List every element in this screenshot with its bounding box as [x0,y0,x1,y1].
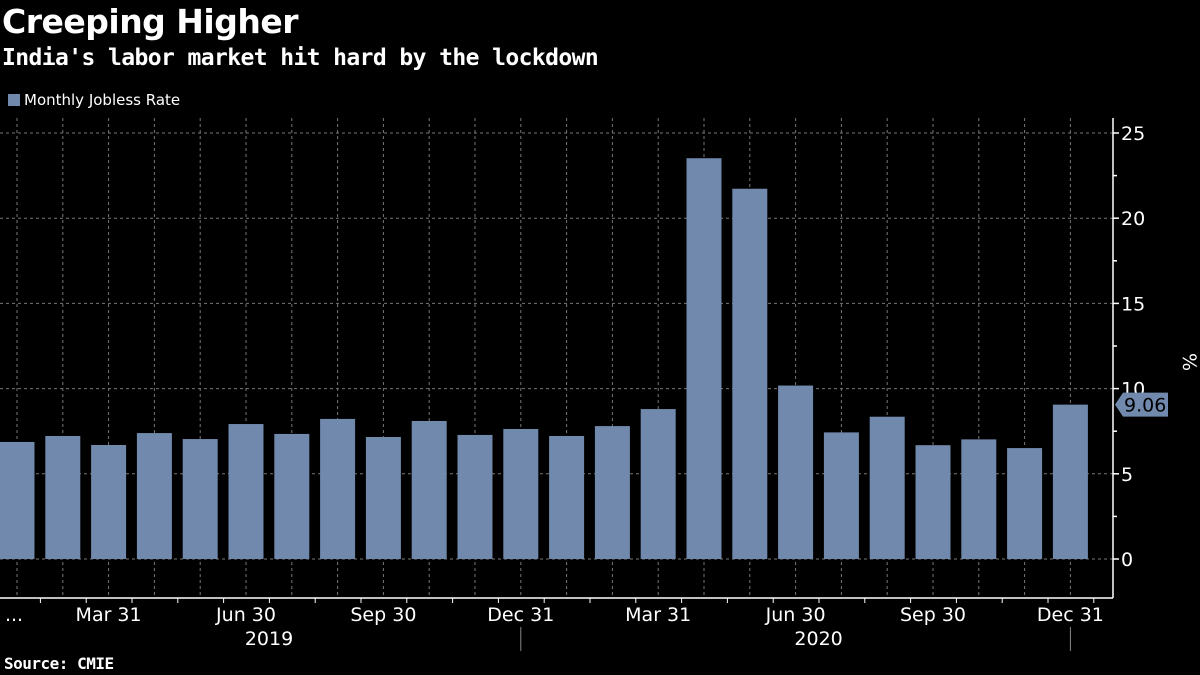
source-note: Source: CMIE [4,654,114,673]
bar [915,445,951,559]
bar [594,426,630,559]
bar [365,436,401,559]
chart-subtitle: India's labor market hit hard by the loc… [2,45,599,71]
x-tick-label: ... [5,604,23,626]
y-tick-label: 0 [1121,549,1133,571]
y-tick-label: 15 [1121,293,1145,315]
x-tick-label: Sep 30 [900,604,966,626]
y-tick-label: 20 [1121,208,1145,230]
legend: Monthly Jobless Rate [8,91,180,109]
y-tick-label: 25 [1121,123,1145,145]
bar [961,439,997,559]
bar [0,441,35,559]
bar [45,435,81,559]
bar [274,433,310,559]
last-value-label: 9.06 [1124,395,1166,417]
last-value-tag [1115,392,1168,417]
bar [228,424,264,559]
y-axis-label: % [1178,353,1200,371]
x-tick-label: Mar 31 [76,604,142,626]
x-tick-label: Dec 31 [1037,604,1104,626]
bar [91,445,127,559]
bar [778,385,814,559]
bar [136,433,172,559]
bar [1007,448,1043,559]
x-tick-label: Jun 30 [215,604,276,626]
bar [640,409,676,559]
y-tick-label: 5 [1121,464,1133,486]
chart-title: Creeping Higher [2,2,299,41]
year-label: 2020 [794,628,842,650]
bar [182,439,218,559]
x-tick-label: Jun 30 [765,604,826,626]
x-tick-label: Sep 30 [350,604,416,626]
bar [457,434,493,559]
x-tick-label: Mar 31 [625,604,691,626]
bar [503,428,539,559]
x-tick-label: Dec 31 [487,604,554,626]
year-label: 2019 [245,628,293,650]
bar [686,158,722,560]
bar [869,416,905,559]
legend-swatch [8,94,20,106]
bar [732,188,768,559]
legend-label: Monthly Jobless Rate [24,91,181,109]
bar [1052,404,1088,559]
bar [411,420,447,559]
bar [549,435,585,559]
bar [320,418,356,559]
bar [823,432,859,559]
